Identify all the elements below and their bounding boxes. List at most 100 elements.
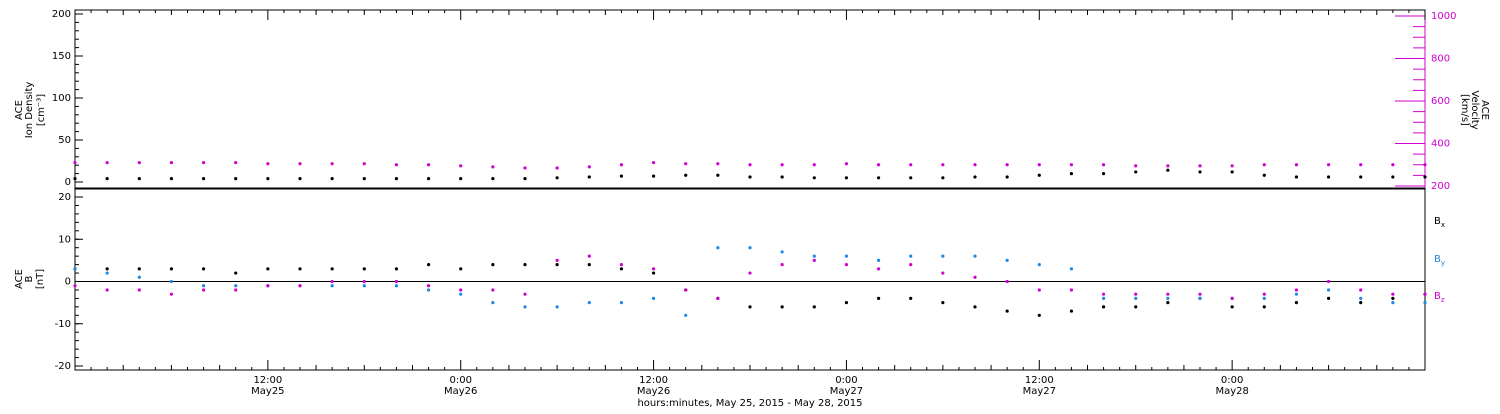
- bz-point: [426, 284, 431, 288]
- density-point: [748, 175, 752, 179]
- density-point: [651, 174, 656, 178]
- velocity-point: [1423, 163, 1427, 167]
- top-left-ylabel-line2: Ion Density: [24, 82, 35, 139]
- bx-point: [105, 267, 109, 271]
- bx-point: [362, 267, 366, 271]
- density-point: [716, 173, 720, 177]
- density-point: [1166, 168, 1170, 172]
- density-point: [137, 177, 141, 181]
- bz-point: [298, 284, 302, 288]
- top-left-tick-label: 100: [52, 93, 71, 104]
- velocity-point: [1134, 164, 1138, 168]
- velocity-point: [1005, 163, 1009, 167]
- bx-point: [619, 267, 624, 271]
- bx-point: [1069, 309, 1074, 313]
- by-point: [587, 301, 591, 305]
- density-point: [619, 174, 624, 178]
- by-point: [137, 275, 141, 279]
- bz-point: [973, 275, 977, 279]
- top-right-ylabel: ACE Velocity [km/s]: [1459, 90, 1490, 129]
- velocity-point: [941, 163, 945, 167]
- top-left-tick-label: 150: [52, 51, 71, 62]
- velocity-point: [201, 161, 206, 165]
- velocity-point: [266, 162, 270, 166]
- x-tick-label-time: 12:00: [639, 375, 668, 386]
- by-point: [1359, 296, 1363, 300]
- top-left-ylabel-line3: [cm⁻³]: [36, 94, 47, 126]
- x-tick-label-date: May26: [637, 386, 670, 397]
- bz-point: [812, 258, 816, 262]
- bx-point: [1230, 305, 1234, 309]
- bz-point: [1134, 292, 1138, 296]
- top-left-ylabel: ACE Ion Density [cm⁻³]: [14, 82, 47, 139]
- bz-point: [1326, 279, 1331, 284]
- bz-point: [1166, 292, 1170, 296]
- bx-point: [330, 267, 334, 271]
- density-point: [169, 177, 174, 181]
- bz-point: [105, 288, 109, 292]
- velocity-point: [234, 161, 238, 165]
- density-point: [459, 177, 463, 181]
- bz-point: [1005, 279, 1009, 284]
- x-tick-label-time: 12:00: [1025, 375, 1054, 386]
- bx-point: [1359, 301, 1363, 305]
- by-point: [812, 254, 816, 258]
- by-point: [1166, 296, 1170, 300]
- velocity-point: [1326, 163, 1331, 167]
- bx-point: [137, 267, 141, 271]
- x-tick-label-time: 12:00: [253, 375, 282, 386]
- density-point: [362, 177, 366, 181]
- density-point: [844, 176, 849, 180]
- bx-point: [1101, 305, 1106, 309]
- bx-point: [876, 296, 881, 300]
- bx-point: [169, 267, 174, 271]
- by-point: [1101, 296, 1106, 300]
- bx-point: [1134, 305, 1138, 309]
- velocity-point: [1166, 164, 1170, 168]
- by-point: [909, 254, 913, 258]
- bz-point: [1294, 288, 1299, 292]
- bz-point: [169, 292, 174, 296]
- bottom-ylabel-line1: ACE: [14, 269, 25, 289]
- density-point: [1294, 175, 1299, 179]
- by-point: [716, 246, 720, 250]
- velocity-point: [973, 163, 977, 167]
- bz-point: [684, 288, 688, 292]
- bz-point: [651, 267, 656, 271]
- bx-point: [1005, 309, 1009, 313]
- density-point: [491, 177, 495, 181]
- velocity-point: [1069, 163, 1074, 167]
- bz-point: [1198, 292, 1202, 296]
- by-point: [394, 284, 399, 288]
- density-point: [909, 176, 913, 180]
- bx-point: [234, 271, 238, 275]
- velocity-point: [1101, 163, 1106, 167]
- x-tick-label-date: May28: [1215, 386, 1248, 397]
- legend-bx: Bx: [1434, 216, 1445, 229]
- velocity-point: [1198, 164, 1202, 168]
- velocity-point: [844, 162, 849, 166]
- bx-point: [1166, 301, 1170, 305]
- by-point: [1262, 296, 1266, 300]
- bz-point: [1423, 292, 1427, 296]
- bz-point: [459, 288, 463, 292]
- top-left-ylabel-line1: ACE: [14, 100, 25, 120]
- bx-point: [587, 263, 591, 267]
- bx-point: [1037, 313, 1041, 317]
- x-tick-label-date: May27: [830, 386, 863, 397]
- density-point: [1134, 170, 1138, 174]
- axis-ticks: 0 50 100 150 200 200 400 600 800 1000 -20 -10 0 10 20 1…: [52, 9, 1457, 397]
- bz-point: [362, 279, 366, 284]
- velocity-point: [1262, 163, 1266, 167]
- density-point: [201, 177, 206, 181]
- bz-point: [748, 271, 752, 275]
- bz-point: [201, 288, 206, 292]
- bz-point: [73, 284, 77, 288]
- density-point: [1262, 173, 1266, 177]
- velocity-point: [73, 161, 77, 165]
- by-point: [619, 301, 624, 305]
- velocity-point: [330, 162, 334, 166]
- top-right-tick-label: 1000: [1431, 11, 1456, 22]
- velocity-point: [748, 163, 752, 167]
- by-point: [748, 246, 752, 250]
